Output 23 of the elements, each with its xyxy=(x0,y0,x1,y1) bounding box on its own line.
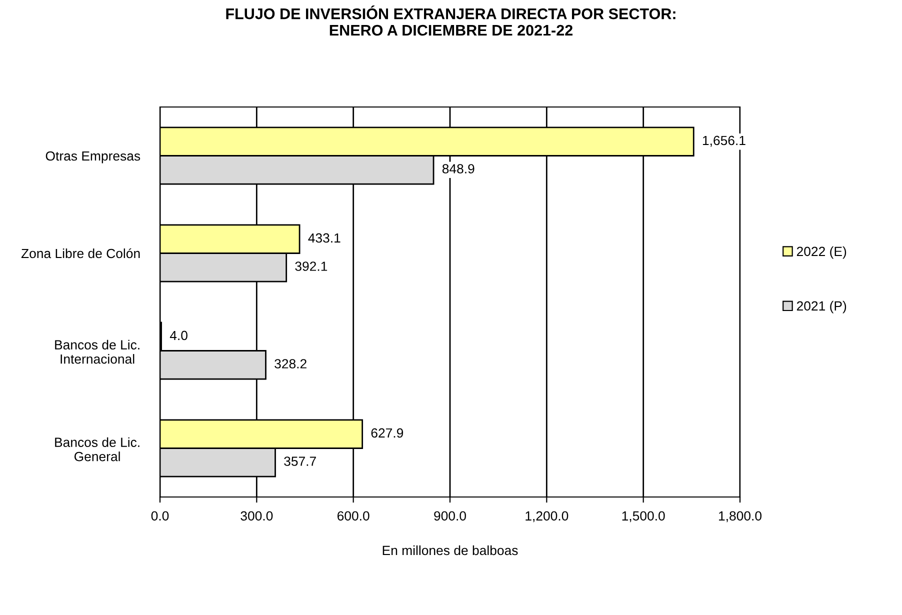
x-axis-title: En millones de balboas xyxy=(382,545,518,556)
data-label: 328.2 xyxy=(274,359,306,368)
data-label: 627.9 xyxy=(371,428,404,438)
legend-label: 2022 (E) xyxy=(796,246,846,259)
data-label: 357.7 xyxy=(284,456,316,466)
chart-title: FLUJO DE INVERSIÓN EXTRANJERA DIRECTA POR SECTOR: ENERO A DICIEMBRE DE 2021-22 xyxy=(226,6,676,36)
x-tick-label: 1,800.0 xyxy=(718,511,762,522)
data-label: 1,656.1 xyxy=(702,136,746,147)
legend-label: 2021 (P) xyxy=(796,300,846,314)
y-tick-label: Otras Empresas xyxy=(46,151,140,164)
x-tick-label: 900.0 xyxy=(434,511,466,521)
x-tick-label: 300.0 xyxy=(240,511,273,521)
x-tick-label: 0.0 xyxy=(151,511,169,521)
data-label: 848.9 xyxy=(442,164,474,174)
x-tick-label: 600.0 xyxy=(337,511,370,521)
y-tick-label: Bancos de Lic. General xyxy=(55,437,140,462)
data-label: 4.0 xyxy=(170,330,188,340)
y-tick-label: Zona Libre de Colón xyxy=(21,248,140,258)
data-label: 433.1 xyxy=(308,233,340,243)
x-tick-label: 1,200.0 xyxy=(526,511,568,522)
x-tick-label: 1,500.0 xyxy=(622,511,665,522)
data-label: 392.1 xyxy=(295,262,328,271)
y-tick-label: Bancos de Lic. Internacional xyxy=(55,340,140,364)
